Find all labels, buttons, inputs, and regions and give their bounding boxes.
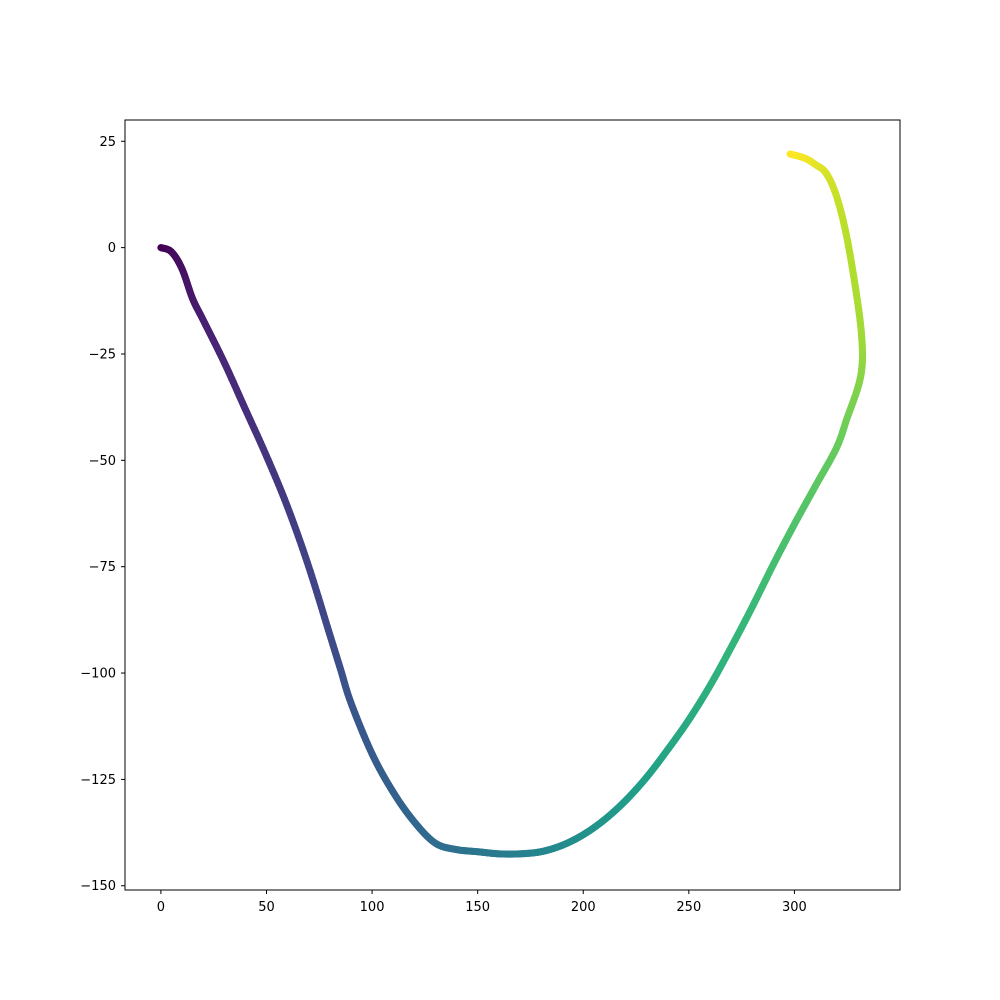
x-tick-label: 250 <box>676 900 701 915</box>
y-axis: 25 0 −25 −50 −75 −100 −125 −150 <box>80 135 125 894</box>
x-tick-label: 300 <box>782 900 807 915</box>
y-tick-label: −75 <box>89 560 116 575</box>
plot-frame <box>124 119 901 891</box>
x-tick-label: 200 <box>571 900 596 915</box>
y-tick-label: −25 <box>89 347 116 362</box>
x-tick-label: 0 <box>157 900 165 915</box>
y-tick-label: −125 <box>80 773 116 788</box>
trajectory-end-point <box>786 150 794 158</box>
y-tick-label: 25 <box>99 135 116 150</box>
x-tick-label: 100 <box>360 900 385 915</box>
plot-background <box>125 120 900 890</box>
x-axis: 0 50 100 150 200 250 300 <box>157 890 807 915</box>
y-tick-label: −100 <box>80 667 116 682</box>
trajectory-series <box>157 150 867 858</box>
y-tick-label: −150 <box>80 879 116 894</box>
x-tick-label: 50 <box>258 900 275 915</box>
trajectory-start-point <box>157 244 165 252</box>
y-tick-label: −50 <box>89 454 116 469</box>
y-tick-label: 0 <box>108 241 116 256</box>
x-tick-label: 150 <box>465 900 490 915</box>
